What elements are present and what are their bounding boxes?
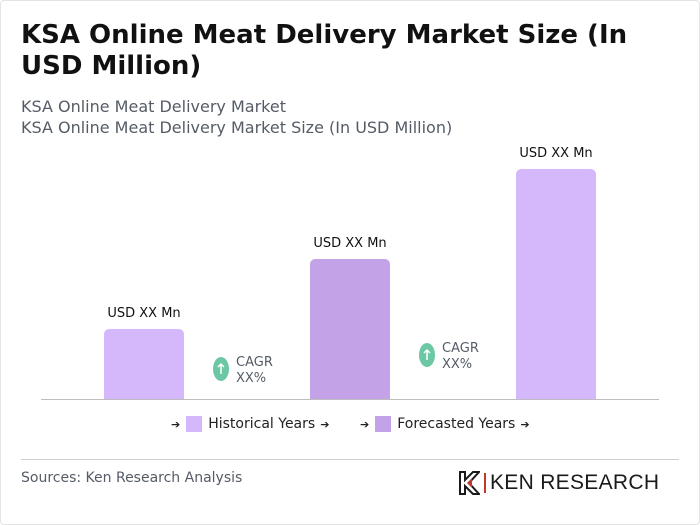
legend-label-historical: Historical Years [208,416,316,432]
legend-swatch-historical [186,416,203,432]
chart-subtitle-secondary: KSA Online Meat Delivery Market Size (In… [21,118,453,137]
legend-item-historical: ➔ Historical Years ➔ [171,414,329,434]
chart-subtitle-primary: KSA Online Meat Delivery Market [21,97,286,116]
bar-data-label-1: USD XX Mn [107,306,180,321]
logo-separator [484,473,486,493]
arrow-up-icon [217,362,225,374]
cagr-value: XX% [236,371,266,386]
footer-divider [21,459,679,460]
arrow-right-icon: ➔ [171,417,181,431]
bar-data-label-3: USD XX Mn [519,146,592,161]
legend-item-forecasted: ➔ Forecasted Years ➔ [360,414,530,434]
legend-label-forecasted: Forecasted Years [397,416,516,432]
cagr-value: XX% [442,357,472,372]
source-note: Sources: Ken Research Analysis [21,470,243,486]
arrow-right-icon: ➔ [520,417,530,431]
cagr-label: CAGR [236,355,273,370]
bar-2 [310,259,390,399]
arrow-up-icon [423,348,431,360]
bar-1 [104,329,184,399]
ken-research-logo: KEN RESEARCH [458,469,659,497]
legend-swatch-forecasted [375,416,392,432]
bar-data-label-2: USD XX Mn [313,236,386,251]
bar-3 [516,169,596,399]
arrow-right-icon: ➔ [360,417,370,431]
arrow-right-icon: ➔ [320,417,330,431]
logo-wordmark: KEN RESEARCH [490,471,660,494]
cagr-label: CAGR [442,341,479,356]
chart-title: KSA Online Meat Delivery Market Size (In… [21,20,628,81]
ken-research-logo-icon [459,471,480,495]
